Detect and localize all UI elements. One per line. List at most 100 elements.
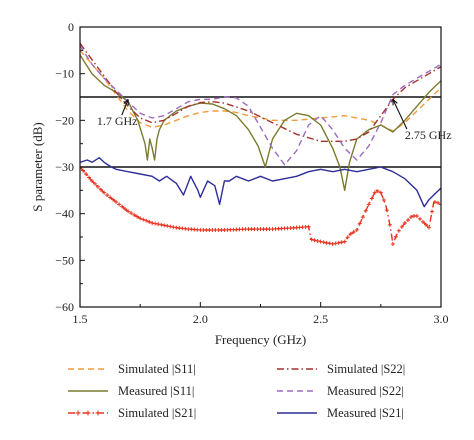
series-marker (306, 224, 311, 229)
series-marker (354, 228, 359, 232)
series-marker (102, 190, 107, 195)
series-marker (81, 168, 86, 173)
series-marker (141, 217, 146, 222)
series-line-4 (80, 42, 441, 143)
legend-marker (75, 410, 81, 416)
series-marker (439, 202, 441, 207)
legend-marker (85, 410, 91, 416)
series-line-2 (80, 54, 441, 192)
series-marker (111, 197, 116, 202)
y-tick-label: −50 (55, 253, 74, 267)
series-marker (417, 216, 422, 221)
series-marker (414, 214, 419, 218)
series-marker (381, 197, 386, 202)
series-marker (114, 200, 119, 204)
series-marker (84, 172, 89, 176)
series-marker (330, 242, 335, 246)
series-marker (135, 214, 140, 219)
series-marker (105, 193, 110, 197)
legend-label-4: Simulated |S22| (327, 362, 405, 376)
legend-label-5: Measured |S22| (327, 384, 404, 398)
series-marker (402, 221, 407, 225)
series-marker (387, 222, 392, 227)
annotation-arrowhead-1 (123, 98, 129, 106)
series-marker (138, 216, 143, 221)
series-marker (339, 240, 344, 245)
series-marker (420, 219, 425, 224)
series-marker (399, 224, 404, 229)
series-marker (372, 190, 377, 195)
series-marker (87, 175, 92, 180)
series-marker (393, 234, 398, 239)
series-marker (132, 212, 137, 217)
series-marker (108, 195, 113, 200)
series-marker (375, 189, 380, 194)
series-marker (345, 235, 350, 240)
y-tick-label: 0 (68, 20, 74, 34)
series-marker (153, 221, 158, 226)
legend-marker (95, 410, 101, 416)
x-tick-label: 3.0 (434, 312, 449, 326)
series-marker (351, 229, 356, 234)
annotation-label-1: 1.7 GHz (97, 114, 138, 128)
series-marker (426, 225, 431, 230)
series-marker (366, 202, 371, 207)
series-marker (171, 225, 176, 230)
series-marker (360, 215, 365, 220)
series-marker (384, 208, 389, 213)
y-tick-label: −60 (55, 300, 74, 314)
series-marker (321, 240, 326, 245)
y-tick-label: −20 (55, 113, 74, 127)
series-marker (318, 239, 323, 244)
annotation-label-2: 2.75 GHz (405, 128, 452, 142)
y-tick-label: −10 (55, 67, 74, 81)
x-tick-label: 1.5 (73, 312, 88, 326)
x-tick-label: 2.0 (193, 312, 208, 326)
series-line-5 (80, 45, 441, 166)
annotation-arrow-1 (121, 99, 129, 116)
annotation-arrowhead-2 (392, 98, 398, 106)
series-marker (165, 223, 170, 228)
series-marker (432, 200, 437, 204)
series-marker (405, 218, 410, 223)
legend-label-1: Simulated |S11| (118, 362, 196, 376)
series-marker (117, 202, 122, 207)
series-marker (168, 224, 173, 229)
series-marker (429, 209, 434, 214)
series-marker (96, 184, 101, 189)
series-marker (150, 221, 155, 225)
series-marker (357, 221, 362, 226)
series-marker (408, 215, 413, 220)
series-marker (93, 181, 98, 186)
series-marker (126, 209, 131, 214)
series-marker (378, 190, 383, 195)
legend-label-3: Simulated |S21| (118, 406, 196, 420)
series-marker (129, 211, 134, 216)
series-marker (390, 242, 395, 246)
series-marker (342, 239, 347, 244)
series-marker (120, 204, 125, 209)
series-line-3 (80, 166, 441, 245)
series-marker (348, 231, 353, 236)
y-axis-label: S parameter (dB) (30, 122, 45, 212)
series-marker (123, 207, 128, 211)
legend: Simulated |S11| Simulated |S22| Measured |… (68, 362, 405, 420)
series-marker (147, 219, 152, 224)
series-marker (315, 238, 320, 243)
series-marker (159, 222, 164, 227)
series-marker (369, 196, 374, 201)
y-tick-label: −30 (55, 160, 74, 174)
legend-label-6: Measured |S21| (327, 406, 404, 420)
series-marker (363, 208, 368, 213)
series-marker (396, 228, 401, 233)
series-marker (336, 240, 341, 245)
plot-area: 1.7 GHz 2.75 GHz (80, 42, 452, 246)
series-marker (90, 179, 95, 183)
y-tick-label: −40 (55, 207, 74, 221)
series-marker (327, 241, 332, 246)
series-marker (144, 218, 149, 223)
series-marker (312, 238, 317, 243)
x-axis-label: Frequency (GHz) (215, 332, 306, 347)
series-marker (162, 223, 167, 228)
